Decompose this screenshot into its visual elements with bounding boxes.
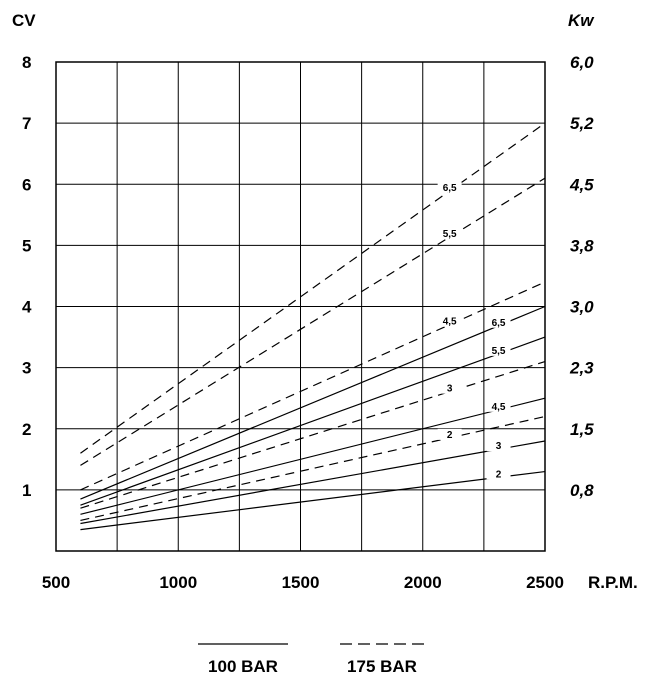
curve-label: 4,5 <box>492 402 506 413</box>
y-tick-right: 6,0 <box>570 53 594 72</box>
legend-label-100-bar: 100 BAR <box>208 657 278 676</box>
y-tick-right: 1,5 <box>570 420 594 439</box>
series-line-dashed-9 <box>80 122 546 454</box>
y-tick-right: 2,3 <box>569 359 594 378</box>
y-tick-left: 8 <box>22 53 31 72</box>
y-tick-left: 3 <box>22 359 31 378</box>
curve-label-bg <box>437 382 462 394</box>
curve-label: 3 <box>447 384 453 395</box>
series-line-solid-0 <box>80 470 546 531</box>
series-line-dashed-7 <box>80 281 546 491</box>
x-tick: 500 <box>42 573 70 592</box>
y-tick-right: 0,8 <box>570 481 594 500</box>
curve-label: 6,5 <box>443 183 457 194</box>
y-tick-left: 5 <box>22 236 31 255</box>
legend-label-175-bar: 175 BAR <box>347 657 417 676</box>
curve-label-bg <box>437 181 462 193</box>
y-tick-left: 2 <box>22 420 31 439</box>
curve-label-bg <box>437 428 462 440</box>
curve-label-bg <box>437 315 462 327</box>
y-axis-right-label: Kw <box>568 11 595 30</box>
x-tick: 2000 <box>404 573 442 592</box>
curve-label-bg <box>486 400 511 412</box>
x-tick: 2500 <box>526 573 564 592</box>
curve-label: 3 <box>496 441 502 452</box>
y-tick-left: 4 <box>22 298 32 317</box>
curve-label: 5,5 <box>492 346 506 357</box>
y-tick-right: 4,5 <box>569 175 594 194</box>
chart-series <box>80 122 546 531</box>
x-tick: 1500 <box>282 573 320 592</box>
y-tick-left: 1 <box>22 481 31 500</box>
tick-labels: 1 2 3 4 5 6 7 8 0,8 1,5 2,3 3,0 3,8 4,5 5,2 6,0 500 1000 1… <box>22 53 594 592</box>
y-tick-left: 6 <box>22 175 31 194</box>
curve-label: 2 <box>447 430 453 441</box>
curve-labels: 2 3 4,5 5,5 6,5 2 3 4,5 5,5 6,5 <box>437 181 511 480</box>
x-axis-label: R.P.M. <box>588 573 638 592</box>
curve-label-bg <box>486 344 511 356</box>
curve-label-bg <box>486 316 511 328</box>
y-tick-left: 7 <box>22 114 31 133</box>
curve-label: 5,5 <box>443 229 457 240</box>
series-line-solid-1 <box>80 440 546 525</box>
chart-grid <box>55 61 546 552</box>
chart-legend: 100 BAR 175 BAR <box>198 643 425 676</box>
series-line-solid-2 <box>80 397 546 515</box>
series-line-dashed-6 <box>80 360 546 509</box>
y-tick-right: 5,2 <box>570 114 594 133</box>
series-line-dashed-5 <box>80 415 546 522</box>
y-axis-left-label: CV <box>12 11 36 30</box>
curve-label: 6,5 <box>492 318 506 329</box>
curve-label: 4,5 <box>443 317 457 328</box>
series-line-solid-3 <box>80 336 546 506</box>
y-tick-right: 3,0 <box>570 298 594 317</box>
curve-label-bg <box>437 228 462 240</box>
curve-label-bg <box>486 440 511 452</box>
curve-label-bg <box>486 468 511 480</box>
x-tick: 1000 <box>159 573 197 592</box>
series-line-solid-4 <box>80 305 546 500</box>
y-tick-right: 3,8 <box>570 236 594 255</box>
series-line-dashed-8 <box>80 177 546 466</box>
curve-label: 2 <box>496 469 502 480</box>
